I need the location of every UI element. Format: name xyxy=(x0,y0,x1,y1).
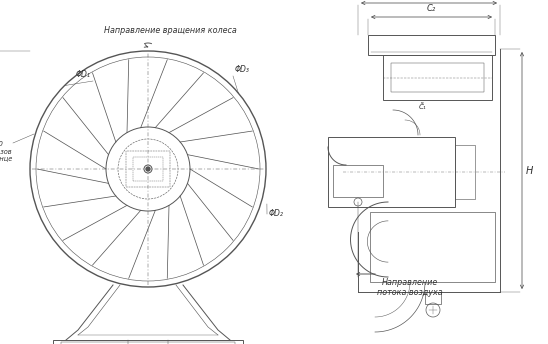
Text: ΦD₂: ΦD₂ xyxy=(269,209,284,218)
Bar xyxy=(368,35,495,55)
Bar xyxy=(126,151,170,187)
Text: Направление вращения колеса: Направление вращения колеса xyxy=(104,26,236,35)
Bar xyxy=(133,157,163,181)
Bar xyxy=(455,145,475,199)
Text: 10,5×20
по n пазов
на фланце: 10,5×20 по n пазов на фланце xyxy=(0,141,13,162)
Text: ΦD₃: ΦD₃ xyxy=(235,65,250,74)
Text: C₁: C₁ xyxy=(419,104,427,110)
Text: C₂: C₂ xyxy=(427,4,436,13)
Text: ΦD₁: ΦD₁ xyxy=(76,70,91,79)
Bar xyxy=(61,342,235,344)
Bar xyxy=(425,292,441,304)
Bar xyxy=(333,165,383,197)
Circle shape xyxy=(144,165,152,173)
Circle shape xyxy=(146,167,150,171)
Bar xyxy=(53,340,243,344)
Text: H: H xyxy=(526,165,533,175)
Bar xyxy=(370,212,495,282)
Bar xyxy=(391,63,484,92)
Text: Направление
потока воздуха: Направление потока воздуха xyxy=(377,278,443,297)
Bar xyxy=(328,137,455,207)
Bar xyxy=(383,55,492,100)
